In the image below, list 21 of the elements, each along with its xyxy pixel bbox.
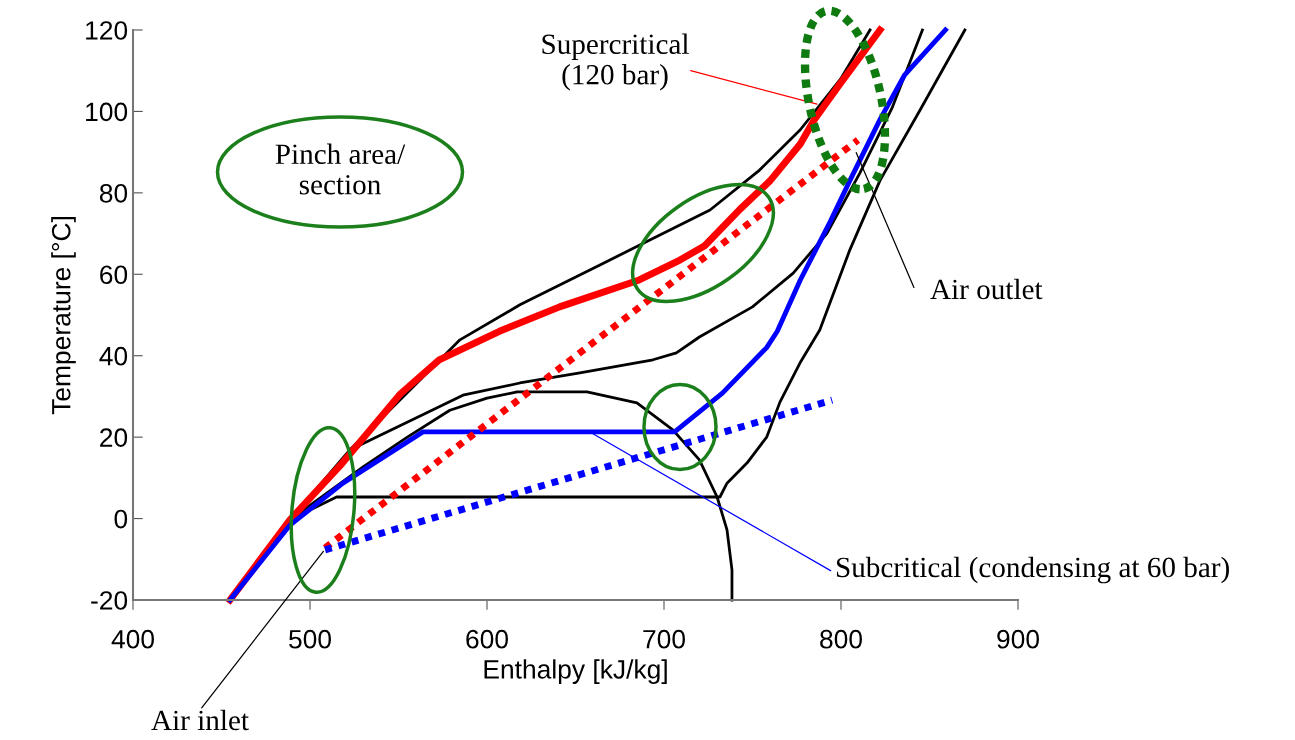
x-tick-label: 800 xyxy=(820,629,862,649)
x-tick-label: 600 xyxy=(466,629,508,649)
annotation: Subcritical (condensing at 60 bar) xyxy=(836,556,1229,584)
x-tick-label: 700 xyxy=(643,629,685,649)
y-tick-label: 60 xyxy=(100,265,128,285)
x-tick-label: 900 xyxy=(997,629,1039,649)
y-tick-label: 100 xyxy=(86,102,128,122)
x-tick-label: 400 xyxy=(111,629,154,649)
y-axis-title: Temperature [°C] xyxy=(51,217,76,415)
x-axis-title: Enthalpy [kJ/kg] xyxy=(484,659,667,684)
y-tick-label: 0 xyxy=(114,509,128,529)
annotation: Air inlet xyxy=(151,709,249,731)
y-tick-label: 20 xyxy=(100,428,128,447)
x-tick-label: 500 xyxy=(289,629,331,649)
y-tick-label: -20 xyxy=(91,591,128,610)
y-tick-label: 120 xyxy=(86,21,128,40)
annotation: Air outlet xyxy=(930,278,1043,300)
annotation: Supercritical (120 bar) xyxy=(542,33,689,91)
annotation: Pinch area/ section xyxy=(275,143,406,195)
y-tick-label: 80 xyxy=(99,183,128,203)
y-tick-label: 40 xyxy=(99,346,128,366)
